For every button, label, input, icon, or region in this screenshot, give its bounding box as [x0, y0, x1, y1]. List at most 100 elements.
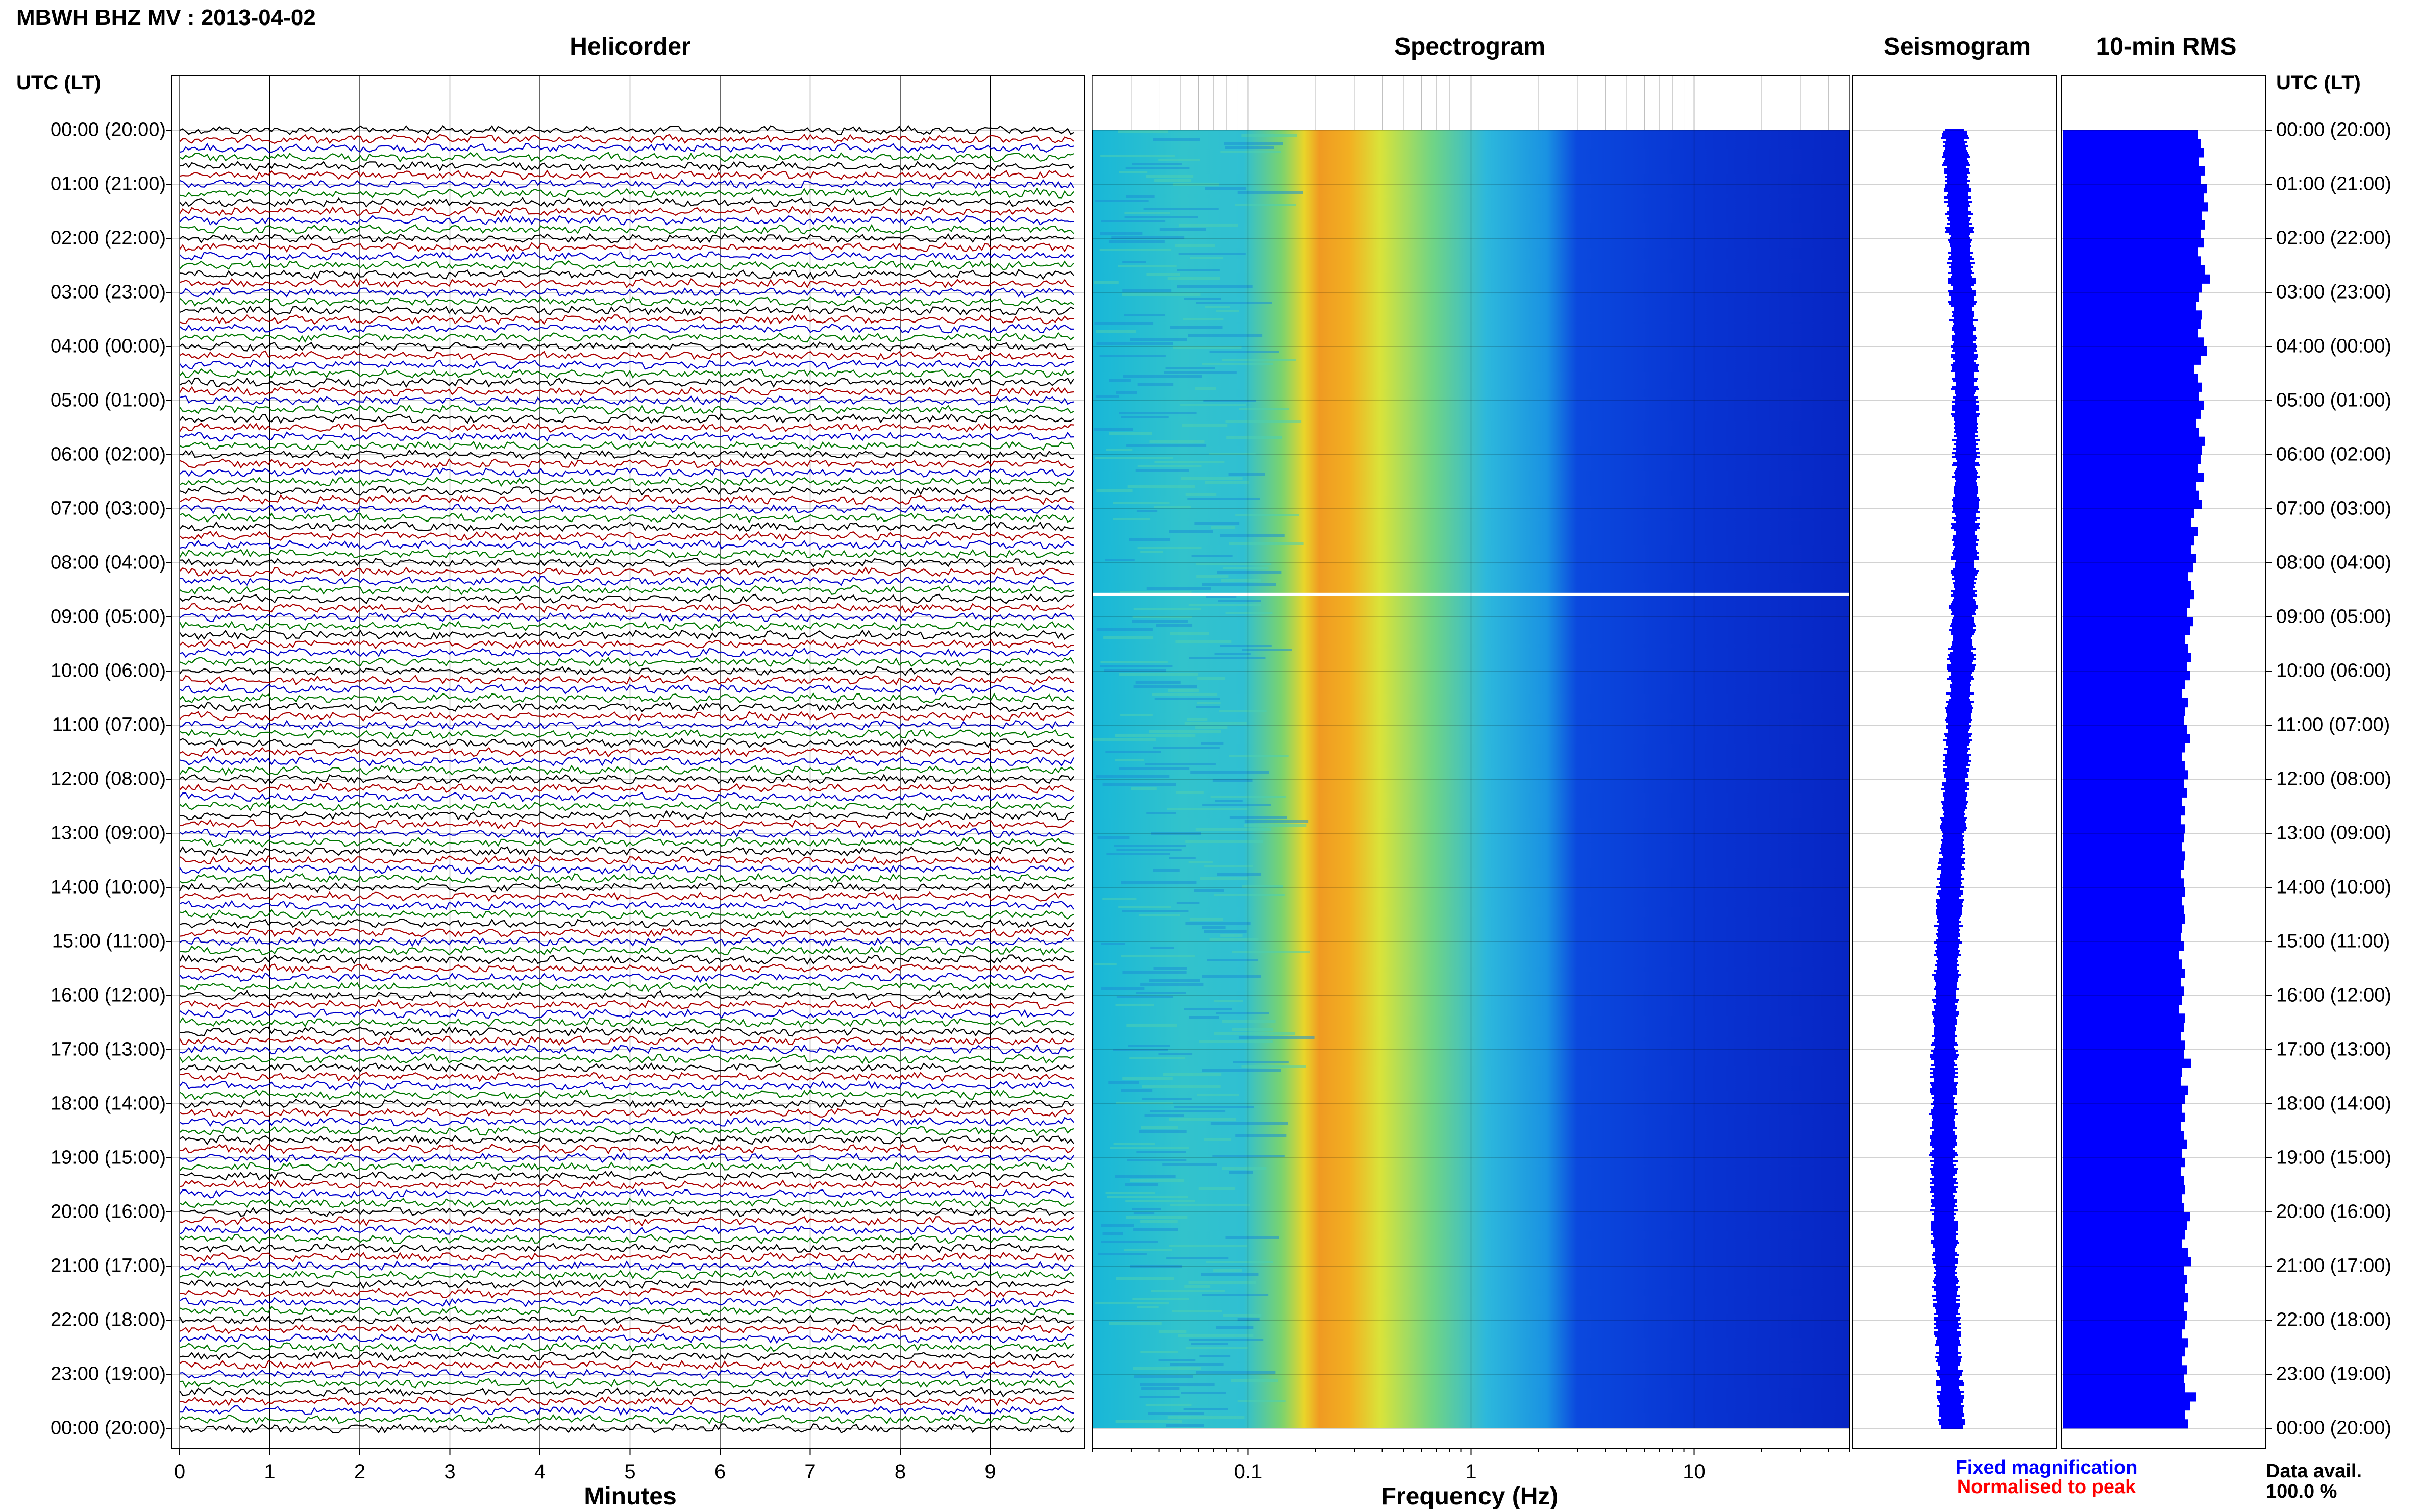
helicorder-trace	[179, 1179, 1074, 1190]
helicorder-trace	[179, 1243, 1074, 1254]
spectrogram-texture	[1150, 947, 1174, 949]
row-label-right: 06:00 (02:00)	[2276, 443, 2392, 465]
spectrogram-texture	[1169, 1118, 1236, 1121]
spectrogram-texture	[1130, 338, 1187, 341]
rms-bar	[2063, 1257, 2191, 1267]
spectrogram-texture	[1158, 159, 1201, 161]
spectrogram-texture	[1220, 579, 1261, 582]
row-label-left: 21:00 (17:00)	[50, 1255, 166, 1277]
rms-bar	[2063, 1230, 2185, 1240]
rms-bar	[2063, 941, 2184, 951]
spectrogram-texture	[1199, 1355, 1231, 1357]
spectrogram-texture	[1119, 171, 1148, 173]
rms-bar	[2063, 653, 2191, 662]
row-label-right: 00:00 (20:00)	[2276, 119, 2392, 141]
helicorder-trace	[179, 539, 1074, 551]
spectrogram-texture	[1244, 824, 1307, 827]
spectrogram-texture	[1158, 1359, 1196, 1361]
rms-bar	[2063, 950, 2179, 960]
spectrogram-texture	[1094, 322, 1154, 325]
rms-frame	[2061, 75, 2266, 1449]
row-label-right: 12:00 (08:00)	[2276, 768, 2392, 790]
spectrogram-texture	[1137, 547, 1202, 549]
helicorder-trace	[179, 1080, 1074, 1091]
helicorder-trace	[179, 990, 1074, 1001]
spectrogram-texture	[1094, 963, 1117, 965]
rms-bar	[2063, 1338, 2188, 1348]
helicorder-trace	[179, 476, 1074, 487]
spectrogram-texture	[1210, 351, 1279, 353]
helicorder-trace	[179, 1414, 1074, 1425]
spectrogram-texture	[1149, 979, 1200, 982]
helicorder-frame	[171, 75, 1085, 1449]
spectrogram-texture	[1194, 522, 1240, 525]
spectrogram-texture	[1102, 1232, 1123, 1235]
helicorder-trace	[179, 972, 1074, 983]
spectrogram-texture	[1140, 1351, 1178, 1353]
rms-bar	[2063, 689, 2182, 699]
rms-bar	[2063, 202, 2208, 212]
spectrogram-texture	[1195, 828, 1271, 831]
spectrogram-texture	[1239, 408, 1290, 410]
rms-bar	[2063, 977, 2181, 987]
spectrogram-texture	[1153, 138, 1200, 141]
helicorder-trace	[179, 503, 1074, 514]
row-label-right: 21:00 (17:00)	[2276, 1255, 2392, 1277]
spectrogram-texture	[1108, 1081, 1139, 1084]
rms-bar	[2063, 1058, 2191, 1068]
spectrogram-texture	[1109, 379, 1131, 382]
rms-bar	[2063, 401, 2204, 410]
spectrogram-texture	[1127, 485, 1195, 488]
rms-bar	[2063, 860, 2184, 870]
rms-bar	[2063, 455, 2201, 464]
spectrogram-texture	[1183, 318, 1224, 320]
row-label-left: 06:00 (02:00)	[50, 443, 166, 465]
helicorder-trace	[179, 242, 1074, 253]
spectrogram-texture	[1158, 1330, 1187, 1333]
spectrogram-texture	[1108, 240, 1165, 243]
spectrogram-texture	[1132, 1298, 1189, 1300]
spectrogram-texture	[1132, 1208, 1161, 1210]
spectrogram-texture	[1154, 698, 1220, 700]
rms-bar	[2063, 1329, 2182, 1339]
spectrogram-texture	[1142, 1085, 1221, 1088]
helicorder-trace	[179, 612, 1074, 623]
rms-bar	[2063, 1374, 2184, 1384]
helicorder-trace	[179, 1297, 1074, 1307]
row-label-left: 07:00 (03:00)	[50, 498, 166, 519]
spectrogram-texture	[1195, 563, 1272, 565]
rms-bar	[2063, 544, 2191, 554]
spectrogram-texture	[1139, 1130, 1187, 1133]
row-label-right: 03:00 (23:00)	[2276, 281, 2392, 303]
seismogram-title: Seismogram	[1883, 33, 2031, 60]
row-label-right: 20:00 (16:00)	[2276, 1201, 2392, 1223]
spectrogram-texture	[1152, 693, 1218, 696]
helicorder-trace	[179, 828, 1074, 839]
spectrogram-texture	[1113, 518, 1151, 520]
spectrogram-texture	[1175, 244, 1215, 247]
spectrogram-texture	[1211, 526, 1236, 529]
rms-bar	[2063, 382, 2202, 392]
spectrogram-texture	[1188, 1339, 1264, 1341]
spectrogram-texture	[1170, 632, 1210, 635]
helicorder-trace	[179, 521, 1074, 532]
spectrogram-texture	[1105, 1192, 1156, 1194]
rms-bar	[2063, 608, 2187, 617]
spectrogram-texture	[1133, 685, 1197, 688]
seismogram-trace	[1929, 129, 1980, 1429]
spectrogram-tick-label: 0.1	[1233, 1460, 1263, 1483]
helicorder-trace	[179, 675, 1074, 686]
rms-bar	[2063, 1311, 2187, 1321]
row-label-right: 14:00 (10:00)	[2276, 876, 2392, 898]
rms-bar	[2063, 509, 2194, 518]
helicorder-trace	[179, 197, 1074, 208]
spectrogram-texture	[1205, 306, 1230, 308]
helicorder-trace	[179, 1378, 1074, 1389]
spectrogram-texture	[1095, 457, 1173, 459]
spectrogram-texture	[1102, 783, 1176, 786]
spectrogram-texture	[1197, 1094, 1239, 1096]
helicorder-trace	[179, 1315, 1074, 1326]
row-label-left: 15:00 (11:00)	[52, 930, 166, 952]
helicorder-trace	[179, 981, 1074, 992]
